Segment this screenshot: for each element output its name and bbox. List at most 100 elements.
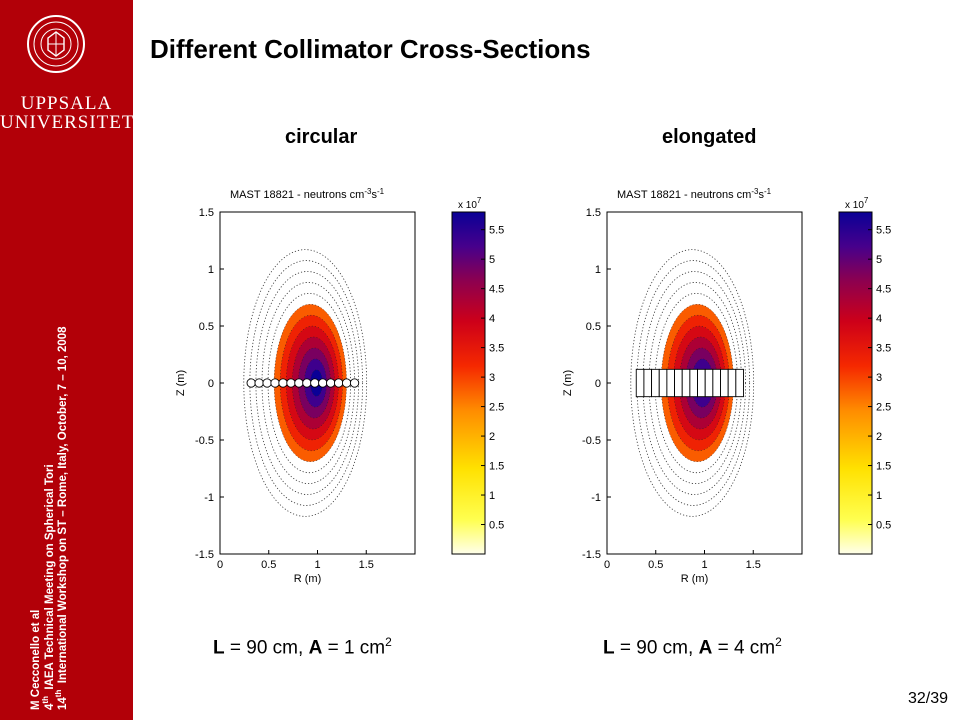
colorbar-tick-label: 1	[876, 490, 882, 502]
colorbar-tick-label: 5.5	[489, 225, 504, 237]
colorbar-tick-label: 4	[876, 313, 882, 325]
colorbar-multiplier: x 107	[845, 196, 869, 211]
colorbar-tick-label: 2.5	[489, 402, 504, 414]
x-tick-label: 0.5	[261, 559, 276, 571]
y-tick-label: 0	[595, 378, 601, 390]
x-tick-label: 0.5	[648, 559, 663, 571]
y-tick-label: 0.5	[199, 321, 214, 333]
collimator-circle	[262, 378, 272, 388]
collimator-circle	[318, 378, 328, 388]
colorbar-tick-label: 1.5	[876, 461, 891, 473]
collimator-rect	[735, 368, 744, 398]
credits-author: M Cecconello et al	[30, 609, 42, 710]
collimator-rect	[712, 368, 721, 398]
collimator-circle	[326, 378, 336, 388]
colorbar-tick-label: 4	[489, 313, 495, 325]
colorbar-tick-label: 0.5	[876, 520, 891, 532]
y-tick-label: -1.5	[195, 549, 214, 561]
collimator-rect	[651, 368, 660, 398]
collimator-circle	[294, 378, 304, 388]
colorbar	[451, 211, 486, 555]
collimator-array	[246, 378, 360, 388]
plot-elongated: MAST 18821 - neutrons cm-3s-1 1.5 1 0.5 0 -0.…	[552, 185, 891, 585]
collimator-circle	[349, 378, 360, 388]
y-tick-label: 0	[208, 378, 214, 390]
contour-level	[249, 260, 364, 506]
colorbar-tick-label: 1.5	[489, 461, 504, 473]
x-tick-label: 1.5	[746, 559, 761, 571]
colorbar	[838, 211, 873, 555]
collimator-circle	[302, 378, 312, 388]
collimator-array	[635, 368, 744, 398]
contour-level	[642, 271, 747, 495]
colorbar-tick-label: 2	[876, 431, 882, 443]
colorbar-tick-label: 5	[489, 254, 495, 266]
y-tick-label: 1	[595, 264, 601, 276]
collimator-rect	[643, 368, 653, 398]
y-tick-label: 1.5	[586, 207, 601, 219]
y-tick-label: -1.5	[582, 549, 601, 561]
collimator-rect	[666, 368, 676, 398]
page-number: 32/39	[907, 690, 948, 707]
panel-label-elongated: elongated	[662, 126, 757, 148]
chart-svg: MAST 18821 - neutrons cm-3s-1 1.5 1 0.5 0 -0.…	[175, 187, 504, 585]
collimator-circle	[254, 378, 264, 388]
collimator-rect	[727, 368, 737, 398]
y-tick-label: -0.5	[195, 435, 214, 447]
x-tick-label: 1	[314, 559, 320, 571]
credits-line-iaea: 4th IAEA Technical Meeting on Spherical …	[40, 464, 56, 710]
colorbar-tick-label: 0.5	[489, 520, 504, 532]
slide-title: Different Collimator Cross-Sections	[150, 34, 591, 64]
y-axis-label: Z (m)	[175, 370, 187, 396]
panel-label-circular: circular	[285, 126, 358, 148]
colorbar-tick-label: 3	[489, 372, 495, 384]
collimator-circle	[278, 378, 288, 388]
x-tick-label: 0	[217, 559, 223, 571]
colorbar-tick-label: 4.5	[489, 284, 504, 296]
university-name-line2: UNIVERSITET	[0, 112, 135, 133]
chart-svg: MAST 18821 - neutrons cm-3s-1 1.5 1 0.5 0 -0.…	[562, 187, 891, 585]
y-tick-label: -0.5	[582, 435, 601, 447]
y-tick-label: -1	[204, 492, 214, 504]
collimator-circle	[341, 378, 352, 388]
plot-circular: MAST 18821 - neutrons cm-3s-1 1.5 1 0.5 0 -0.…	[165, 185, 504, 585]
y-tick-label: 1.5	[199, 207, 214, 219]
collimator-circle	[333, 378, 344, 388]
colorbar-tick-label: 3	[876, 372, 882, 384]
equation-elongated: L = 90 cm, A = 4 cm2	[603, 635, 782, 659]
contour-level	[243, 249, 368, 517]
colorbar-multiplier: x 107	[458, 196, 482, 211]
collimator-circle	[246, 378, 256, 388]
conference-credits: M Cecconello et al 4th IAEA Technical Me…	[30, 210, 71, 710]
collimator-circle	[286, 378, 296, 388]
y-tick-label: -1	[591, 492, 601, 504]
x-axis-label: R (m)	[681, 573, 709, 585]
collimator-rect	[720, 368, 729, 398]
x-axis-label: R (m)	[294, 573, 322, 585]
university-name-line1: UPPSALA	[20, 93, 113, 114]
collimator-rect	[635, 368, 645, 398]
colorbar-tick-label: 3.5	[489, 343, 504, 355]
collimator-rect	[704, 368, 714, 398]
sidebar: UPPSALA UNIVERSITET M Cecconello et al 4…	[0, 0, 133, 720]
colorbar-tick-label: 5.5	[876, 225, 891, 237]
y-axis-label: Z (m)	[562, 370, 574, 396]
collimator-rect	[658, 368, 668, 398]
collimator-circle	[270, 378, 280, 388]
y-tick-label: 0.5	[586, 321, 601, 333]
chart-title: MAST 18821 - neutrons cm-3s-1	[617, 187, 772, 201]
colorbar-tick-label: 2.5	[876, 402, 891, 414]
collimator-rect	[689, 368, 698, 398]
collimator-rect	[681, 368, 691, 398]
colorbar-tick-label: 1	[489, 490, 495, 502]
colorbar-tick-label: 5	[876, 254, 882, 266]
collimator-rect	[674, 368, 683, 398]
colorbar-tick-label: 4.5	[876, 284, 891, 296]
x-tick-label: 1.5	[359, 559, 374, 571]
collimator-rect	[697, 368, 706, 398]
equation-circular: L = 90 cm, A = 1 cm2	[213, 635, 392, 659]
colorbar-tick-label: 3.5	[876, 343, 891, 355]
credits-line-workshop: 14th International Workshop on ST – Rome…	[54, 326, 69, 710]
collimator-circle	[310, 378, 320, 388]
chart-title: MAST 18821 - neutrons cm-3s-1	[230, 187, 385, 201]
